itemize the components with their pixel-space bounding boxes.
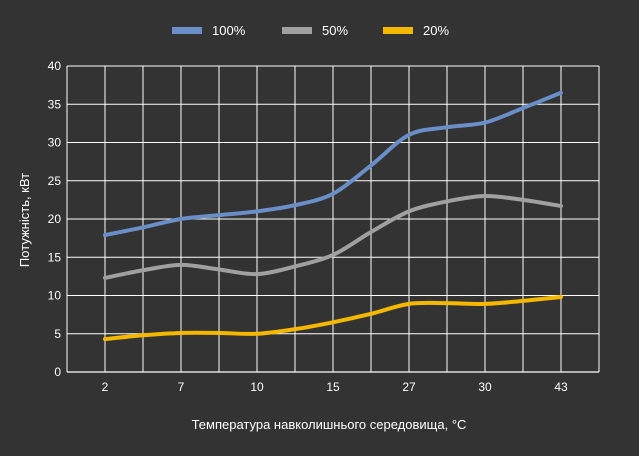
y-tick-label: 0 [54,365,61,379]
x-tick-label: 10 [250,380,264,394]
y-tick-label: 40 [48,59,62,73]
y-tick-label: 15 [48,250,62,264]
y-tick-label: 20 [48,212,62,226]
grid [66,65,600,372]
y-tick-label: 35 [48,97,62,111]
x-tick-label: 43 [554,380,568,394]
y-tick-label: 10 [48,289,62,303]
legend-swatch [172,27,202,34]
legend-label: 100% [212,23,246,38]
y-axis-label: Потужність, кВт [17,173,32,267]
y-tick-label: 25 [48,174,62,188]
y-tick-label: 5 [54,327,61,341]
series-line-100pct [103,90,563,238]
series-line-50pct [103,194,563,280]
series-line-20pct [103,295,563,342]
series-lines [103,90,563,342]
x-axis-label: Температура навколишнього середовища, °C [192,417,467,432]
x-tick-label: 27 [402,380,416,394]
legend-label: 50% [322,23,348,38]
y-tick-label: 30 [48,136,62,150]
legend-swatch [383,27,413,34]
legend-label: 20% [423,23,449,38]
x-tick-label: 15 [326,380,340,394]
x-tick-label: 7 [178,380,185,394]
legend: 100% 50% 20% [172,23,449,38]
x-tick-label: 30 [478,380,492,394]
legend-swatch [282,27,312,34]
x-tick-label: 2 [102,380,109,394]
